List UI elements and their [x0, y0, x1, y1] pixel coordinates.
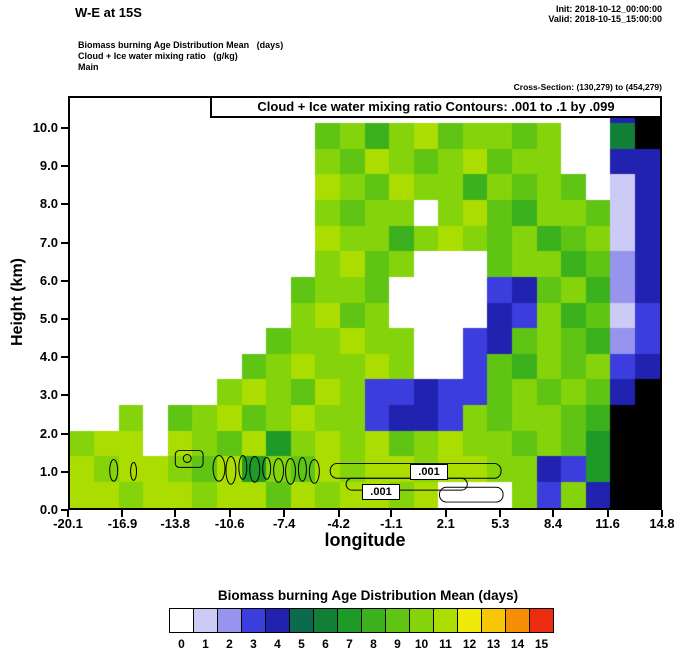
x-tick-label: -1.1 [380, 516, 403, 531]
y-tick-mark [61, 279, 68, 282]
y-tick-mark [61, 127, 68, 130]
colorbar-box [217, 608, 242, 633]
x-tick-label: 5.3 [491, 516, 510, 531]
x-tick-mark [283, 510, 286, 517]
heatmap-canvas [70, 98, 660, 508]
y-tick-label: 3.0 [39, 387, 58, 403]
colorbar-tick-label: 13 [486, 637, 501, 651]
colorbar-tick-label: 10 [414, 637, 429, 651]
x-tick-label: 11.6 [595, 516, 620, 531]
valid-timestamp: Valid: 2018-10-15_15:00:00 [548, 14, 662, 24]
colorbar-tick-label: 3 [250, 637, 257, 651]
x-tick-mark [228, 510, 231, 517]
contour-label: .001 [410, 464, 448, 480]
colorbar-box [265, 608, 290, 633]
inner-title-text: Cloud + Ice water mixing ratio Contours:… [257, 99, 615, 114]
x-tick-label: -13.8 [160, 516, 191, 531]
x-tick-label: -7.4 [272, 516, 296, 531]
init-timestamp: Init: 2018-10-12_00:00:00 [555, 4, 662, 14]
x-tick-mark [552, 510, 555, 517]
x-tick-mark [121, 510, 124, 517]
colorbar-tick-label: 15 [534, 637, 549, 651]
plot-frame: .001 .001 [68, 96, 662, 510]
colorbar-box [337, 608, 362, 633]
x-tick-mark [337, 510, 340, 517]
subtitle-variable-2: Cloud + Ice water mixing ratio (g/kg) [78, 51, 238, 61]
x-tick-label: -16.9 [107, 516, 138, 531]
colorbar-box [505, 608, 530, 633]
colorbar-tick-label: 11 [439, 637, 452, 651]
x-tick-label: 14.8 [649, 516, 674, 531]
colorbar-tick-label: 14 [510, 637, 525, 651]
colorbar-title: Biomass burning Age Distribution Mean (d… [217, 588, 519, 603]
x-tick-mark [661, 510, 663, 517]
colorbar-tick-label: 12 [462, 637, 477, 651]
y-tick-label: 7.0 [39, 234, 58, 250]
colorbar-box [433, 608, 458, 633]
x-tick-label: 2.1 [436, 516, 455, 531]
colorbar-box [313, 608, 338, 633]
x-axis-title: longitude [324, 530, 406, 550]
y-tick-label: 6.0 [39, 272, 58, 288]
colorbar-tick-label: 6 [322, 637, 329, 651]
x-tick-mark [67, 510, 69, 517]
y-tick-label: 8.0 [39, 196, 58, 212]
y-tick-mark [61, 241, 68, 244]
colorbar-tick-label: 2 [226, 637, 233, 651]
inner-title-box: Cloud + Ice water mixing ratio Contours:… [210, 96, 662, 118]
contour-label: .001 [362, 484, 400, 500]
subtitle-run-label: Main [78, 62, 99, 72]
colorbar-tick-label: 1 [202, 637, 209, 651]
page-title: W-E at 15S [75, 5, 142, 20]
y-tick-mark [61, 356, 68, 359]
colorbar-box [457, 608, 482, 633]
colorbar-box [241, 608, 266, 633]
y-axis-title: Height (km) [9, 258, 26, 346]
x-tick-mark [390, 510, 393, 517]
colorbar-tick-label: 5 [298, 637, 305, 651]
x-tick-mark [174, 510, 177, 517]
y-tick-label: 5.0 [39, 311, 58, 327]
x-tick-label: -10.6 [214, 516, 245, 531]
y-tick-mark [61, 203, 68, 206]
y-tick-label: 10.0 [32, 120, 58, 136]
colorbar-box [385, 608, 410, 633]
x-tick-label: -20.1 [53, 516, 83, 531]
colorbar-box [481, 608, 506, 633]
y-tick-label: 1.0 [39, 463, 58, 479]
colorbar-labels: 0 1 2 3 4 5 6 7 8 9 10 11 12 13 14 15 [170, 637, 554, 651]
colorbar-box [361, 608, 386, 633]
x-tick-mark [499, 510, 502, 517]
x-tick-mark [606, 510, 609, 517]
contour-overlay-svg [109, 450, 504, 503]
colorbar-tick-label: 8 [370, 637, 377, 651]
colorbar-box [193, 608, 218, 633]
colorbar-tick-label: 0 [178, 637, 185, 651]
colorbar-box [289, 608, 314, 633]
colorbar-box [409, 608, 434, 633]
y-tick-label: 0.0 [39, 502, 58, 517]
y-tick-label: 4.0 [39, 349, 58, 365]
y-tick-label: 2.0 [39, 425, 58, 441]
colorbar-tick-label: 7 [346, 637, 353, 651]
colorbar-box [169, 608, 194, 633]
x-tick-label: -4.2 [327, 516, 350, 531]
y-tick-mark [61, 509, 68, 511]
y-tick-mark [61, 470, 68, 473]
colorbar-tick-label: 4 [274, 637, 281, 651]
cross-section-info: Cross-Section: (130,279) to (454,279) [513, 82, 662, 92]
y-tick-mark [61, 165, 68, 168]
y-tick-label: 9.0 [39, 158, 58, 174]
y-tick-mark [61, 432, 68, 435]
y-tick-mark [61, 318, 68, 321]
subtitle-variable-1: Biomass burning Age Distribution Mean (d… [78, 40, 284, 50]
x-tick-mark [444, 510, 447, 517]
colorbar-tick-label: 9 [394, 637, 401, 651]
colorbar-box [529, 608, 554, 633]
x-tick-label: 8.4 [544, 516, 563, 531]
colorbar [169, 608, 554, 633]
y-tick-mark [61, 394, 68, 397]
